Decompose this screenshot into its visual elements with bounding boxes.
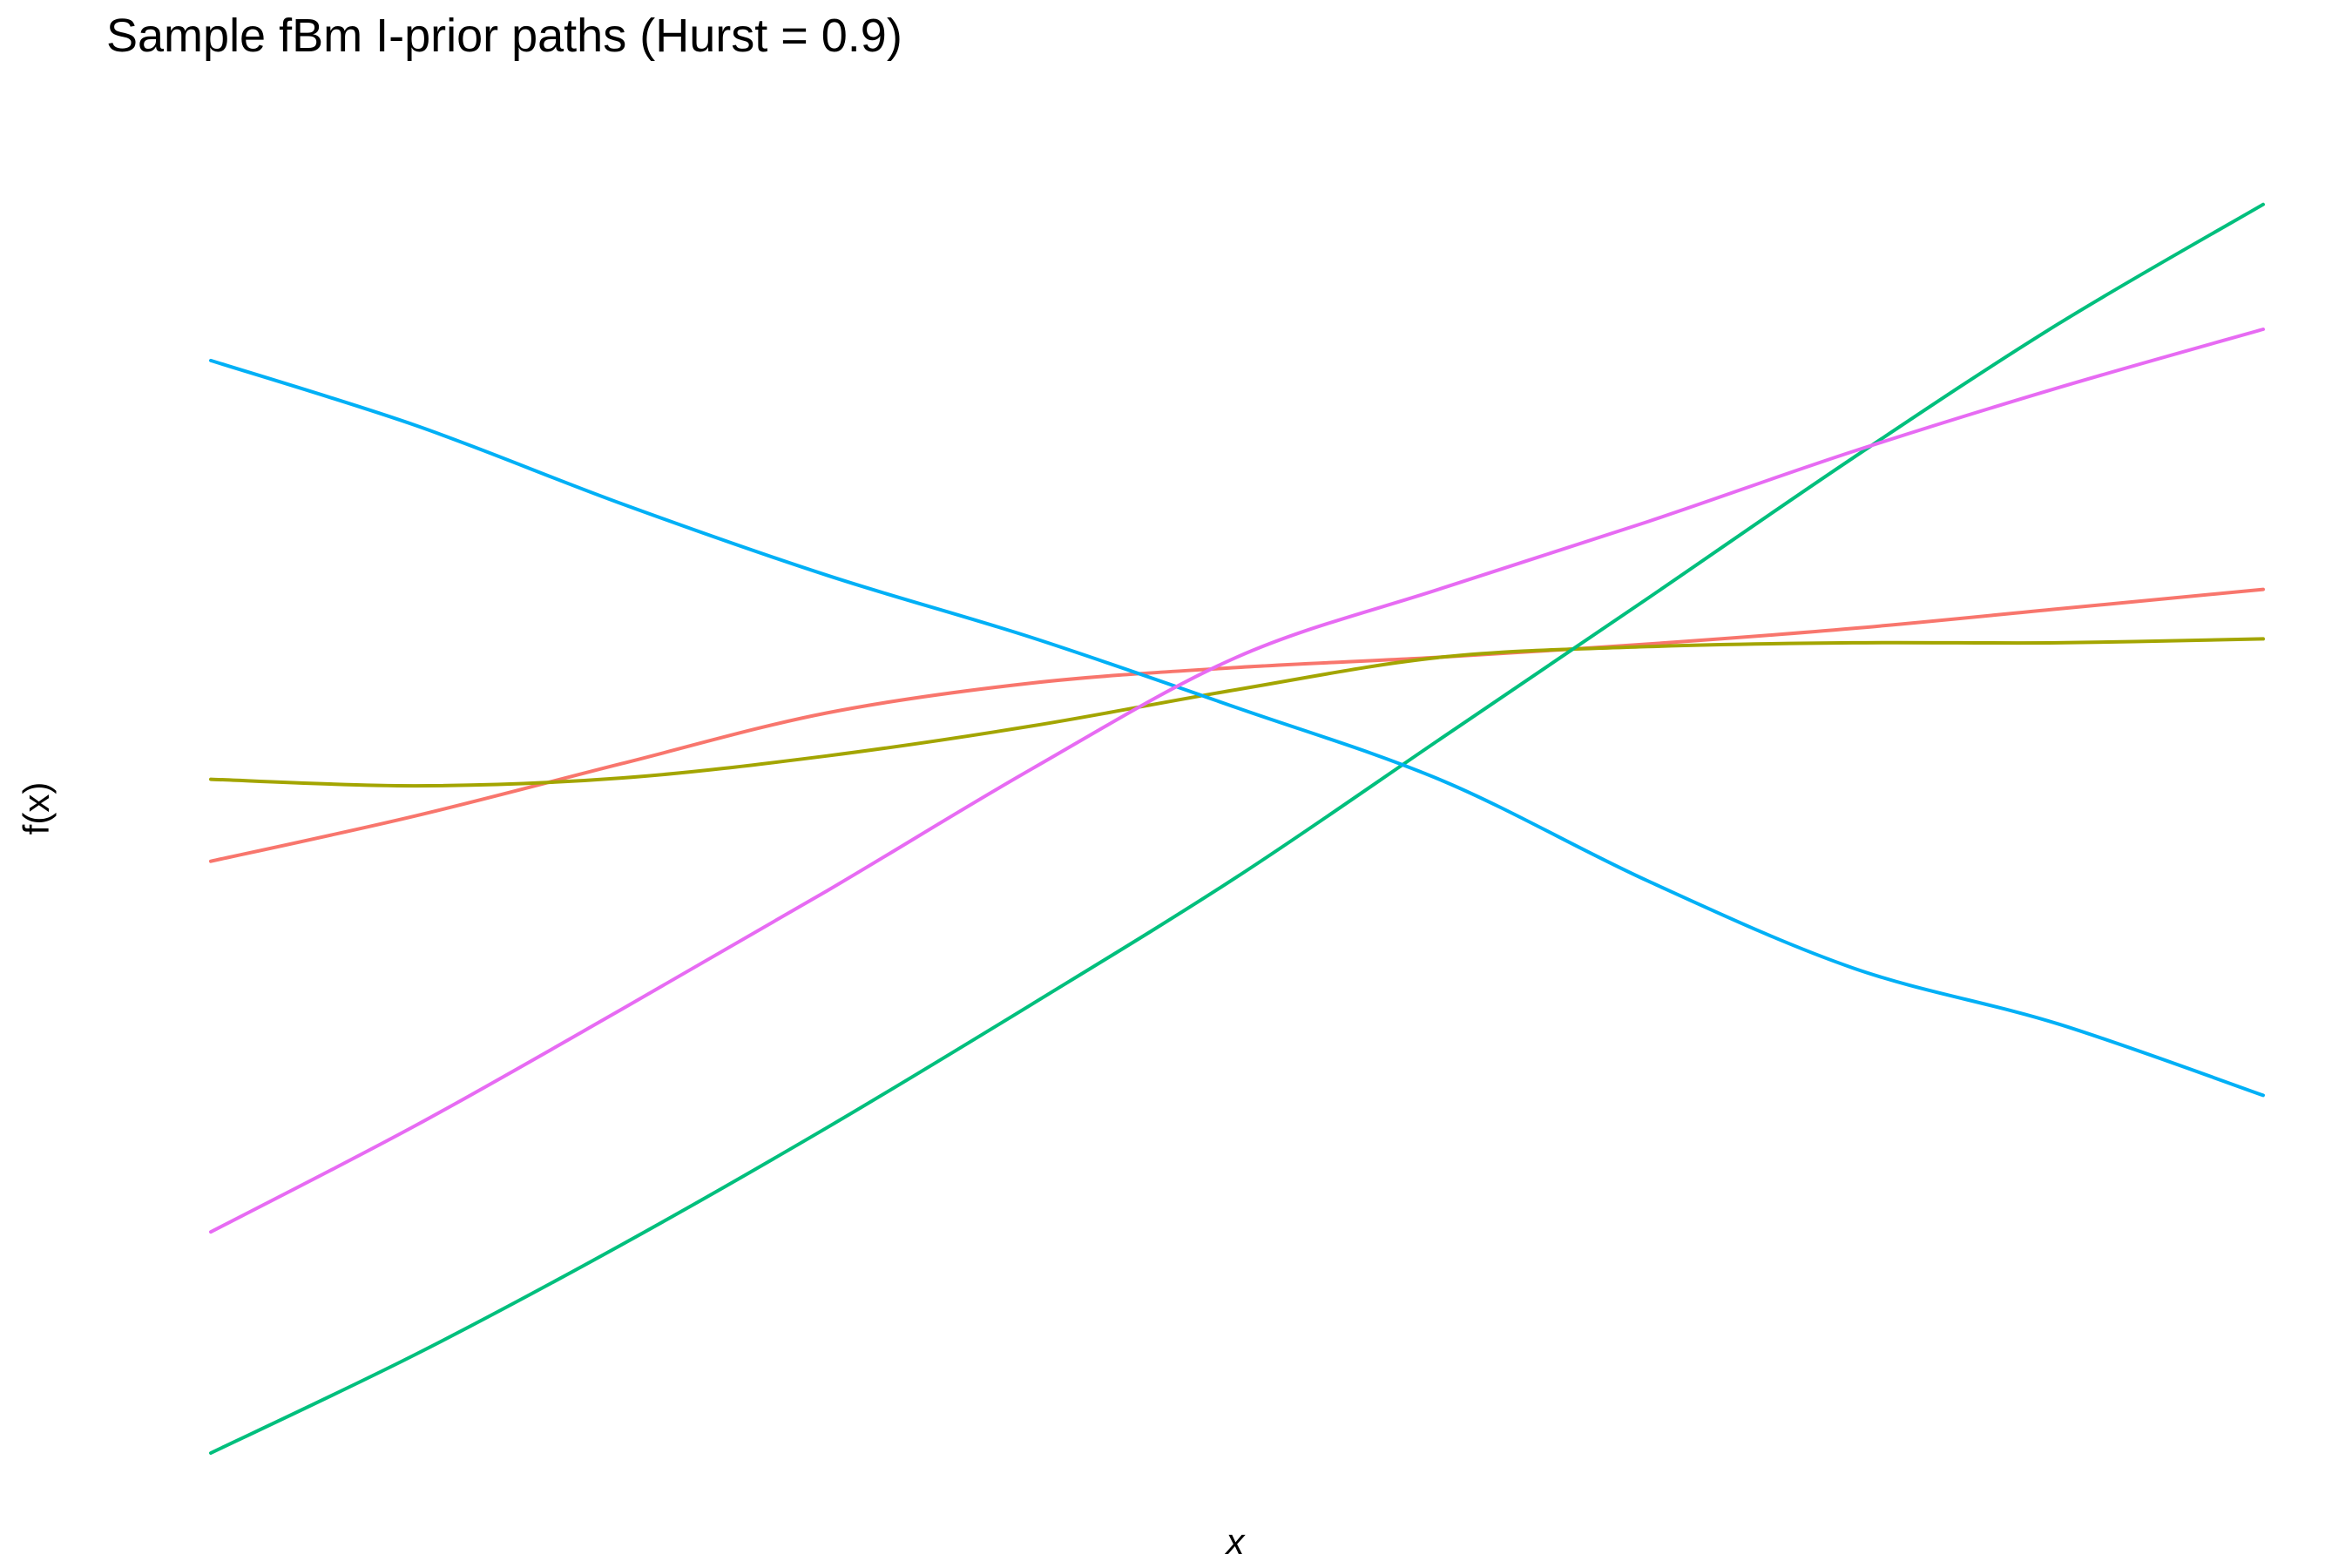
series-line-1	[209, 587, 2265, 863]
series-line-2	[209, 637, 2265, 788]
chart-title: Sample fBm I-prior paths (Hurst = 0.9)	[106, 10, 902, 62]
series-line-5	[209, 328, 2265, 1234]
series-line-3	[209, 202, 2265, 1455]
series-line-4	[209, 358, 2265, 1098]
y-axis-label: f(x)	[16, 782, 57, 835]
series-layer	[209, 202, 2265, 1455]
x-axis-label: x	[1225, 1521, 1247, 1562]
